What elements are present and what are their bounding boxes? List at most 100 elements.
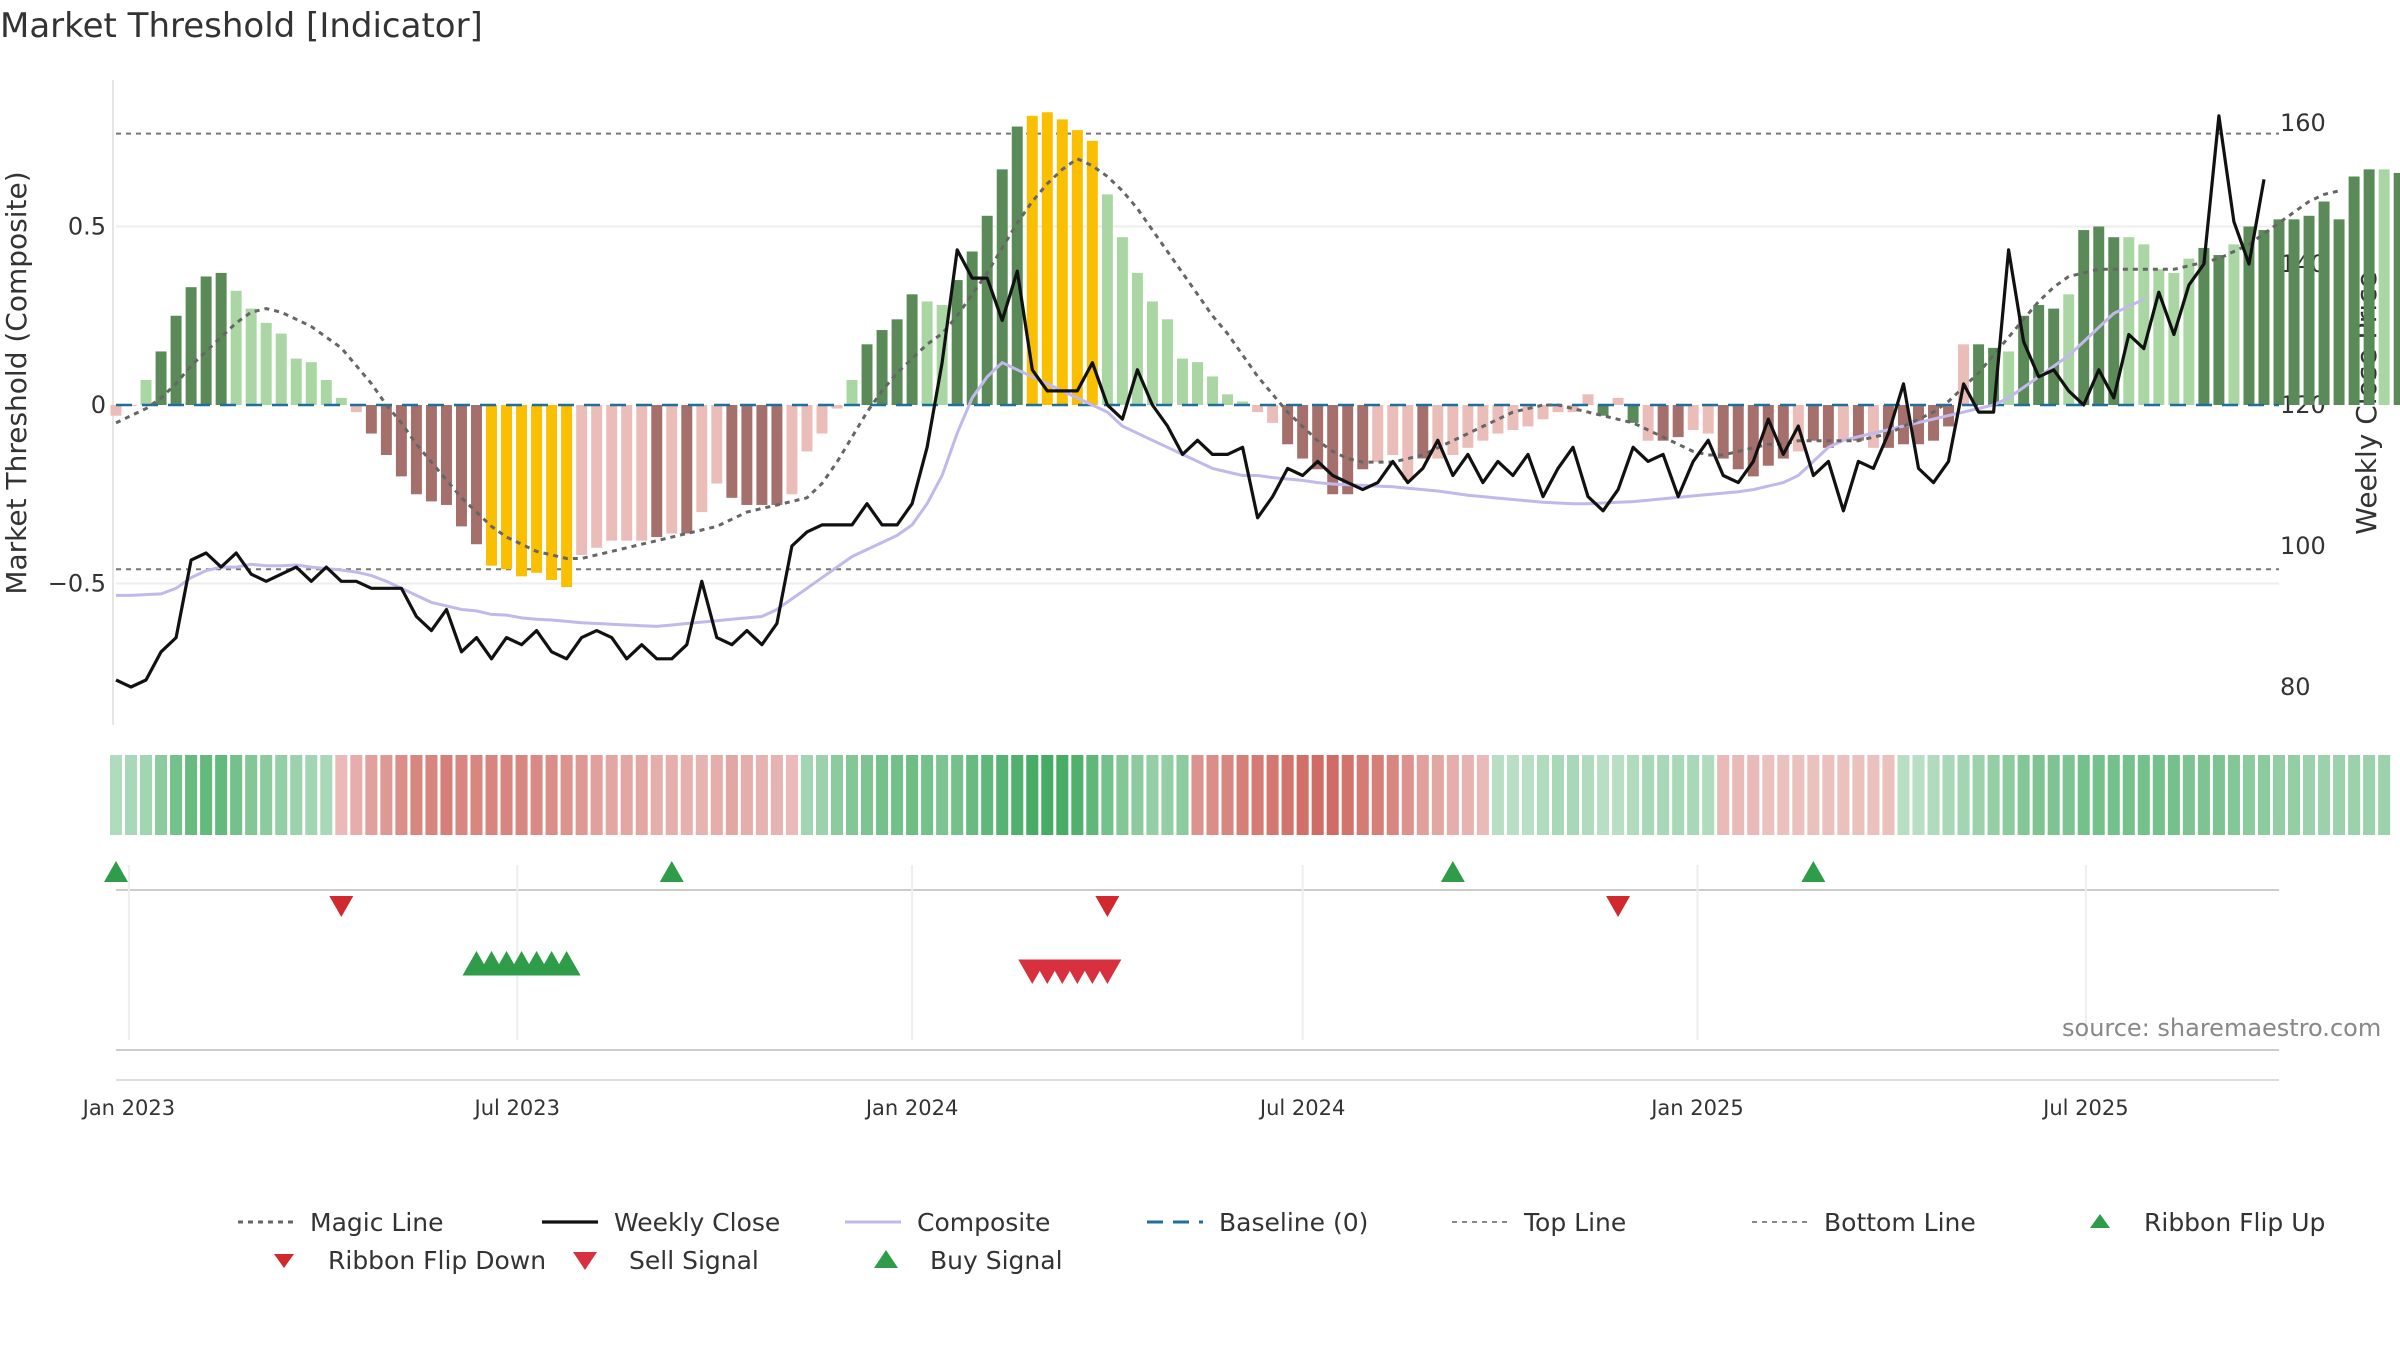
ribbon-cell xyxy=(830,755,844,835)
x-tick-label: Jan 2023 xyxy=(81,1096,176,1120)
composite-bar xyxy=(546,405,558,580)
ribbon-cell xyxy=(500,755,513,835)
ribbon-cell xyxy=(275,755,288,835)
composite-bar xyxy=(1146,301,1158,405)
legend-item-flip_down: Ribbon Flip Down xyxy=(254,1242,546,1278)
ribbon-cell xyxy=(1431,755,1444,835)
ribbon-cell xyxy=(1972,755,1985,835)
ribbon-cell xyxy=(1011,755,1024,835)
ribbon-cell xyxy=(1371,755,1384,835)
composite-bar xyxy=(1882,405,1894,448)
ribbon-cell xyxy=(1582,755,1595,835)
ribbon-cell xyxy=(485,755,498,835)
ribbon-flip-up-marker xyxy=(104,861,128,882)
composite-bar xyxy=(1717,405,1729,459)
composite-bar xyxy=(2213,255,2225,405)
y-right-tick-label: 100 xyxy=(2280,532,2326,560)
composite-bar xyxy=(1657,405,1669,441)
ribbon-cell xyxy=(710,755,723,835)
ribbon-cell xyxy=(2212,755,2225,835)
legend-swatch-flip_up xyxy=(2090,1214,2110,1228)
composite-bar xyxy=(801,405,813,452)
composite-bar xyxy=(1837,405,1849,441)
ribbon-cell xyxy=(620,755,633,835)
composite-bar xyxy=(2288,219,2300,405)
composite-bar xyxy=(230,290,242,405)
ribbon-cell xyxy=(245,755,258,835)
ribbon-cell xyxy=(1536,755,1550,835)
legend-swatch-composite xyxy=(845,1220,901,1224)
x-tick-label: Jul 2025 xyxy=(2041,1096,2128,1120)
composite-bar xyxy=(1477,405,1489,441)
composite-bar xyxy=(1492,405,1504,434)
ribbon-flip-down-marker xyxy=(1606,896,1631,917)
ribbon-cell xyxy=(1071,755,1084,835)
ribbon-cell xyxy=(1747,755,1760,835)
composite-bar xyxy=(831,405,843,409)
composite-bar xyxy=(200,276,212,405)
ribbon-cell xyxy=(1732,755,1745,835)
composite-bar xyxy=(1357,405,1369,470)
legend-label: Top Line xyxy=(1524,1207,1627,1237)
ribbon-cell xyxy=(230,755,243,835)
composite-bar xyxy=(921,301,933,405)
ribbon-cell xyxy=(1867,755,1880,835)
ribbon-cell xyxy=(1251,755,1264,835)
ribbon-cell xyxy=(2303,755,2316,835)
ribbon-cell xyxy=(1056,755,1069,835)
legend-item-magic: Magic Line xyxy=(236,1204,444,1240)
composite-bar xyxy=(1252,405,1264,413)
composite-bar xyxy=(1192,362,1203,405)
y-tick-label: −0.5 xyxy=(48,570,106,598)
ribbon-cell xyxy=(1281,755,1294,835)
composite-bar xyxy=(215,272,227,405)
composite-bar xyxy=(1867,405,1879,448)
composite-bar xyxy=(155,351,167,405)
composite-bar xyxy=(1011,126,1023,405)
ribbon-cell xyxy=(785,755,798,835)
ribbon-cell xyxy=(305,755,318,835)
ribbon-cell xyxy=(1101,755,1114,835)
ribbon-cell xyxy=(2002,755,2015,835)
composite-bar xyxy=(1177,358,1188,405)
composite-bar xyxy=(2003,351,2015,405)
composite-bar xyxy=(2363,169,2375,405)
ribbon-cell xyxy=(575,755,588,835)
composite-bar xyxy=(2108,237,2120,405)
ribbon-cell xyxy=(1236,755,1249,835)
composite-bar xyxy=(2303,215,2315,405)
ribbon-cell xyxy=(1191,755,1204,835)
chart-legend: Magic Line Weekly Close Composite Baseline … xyxy=(0,1196,2400,1296)
ribbon-cell xyxy=(1566,755,1580,835)
ribbon-cell xyxy=(1672,755,1685,835)
ribbon-cell xyxy=(966,755,979,835)
composite-bar xyxy=(1822,405,1834,448)
composite-bar xyxy=(1807,405,1819,441)
legend-label: Buy Signal xyxy=(930,1245,1063,1275)
ribbon-cell xyxy=(2363,755,2376,835)
ribbon-cell xyxy=(545,755,558,835)
ribbon-cell xyxy=(1882,755,1895,835)
ribbon-cell xyxy=(1356,755,1369,835)
ribbon-cell xyxy=(1131,755,1144,835)
ribbon-cell xyxy=(2107,755,2120,835)
ribbon-cell xyxy=(1612,755,1625,835)
ribbon-cell xyxy=(170,755,183,835)
ribbon-cell xyxy=(1687,755,1700,835)
ribbon-cell xyxy=(1927,755,1940,835)
ribbon-cell xyxy=(1897,755,1910,835)
ribbon-cell xyxy=(350,755,363,835)
composite-bar xyxy=(951,280,963,405)
ribbon-cell xyxy=(124,755,138,835)
composite-bar xyxy=(891,319,903,405)
ribbon-cell xyxy=(2122,755,2135,835)
ribbon-cell xyxy=(1762,755,1775,835)
ribbon-cell xyxy=(1296,755,1309,835)
ribbon-cell xyxy=(1221,755,1234,835)
ribbon-cell xyxy=(2197,755,2210,835)
y-right-tick-label: 80 xyxy=(2280,673,2311,701)
composite-bar xyxy=(2348,176,2360,405)
composite-bar xyxy=(531,405,543,573)
composite-bar xyxy=(846,380,858,405)
composite-bar xyxy=(1447,405,1459,455)
